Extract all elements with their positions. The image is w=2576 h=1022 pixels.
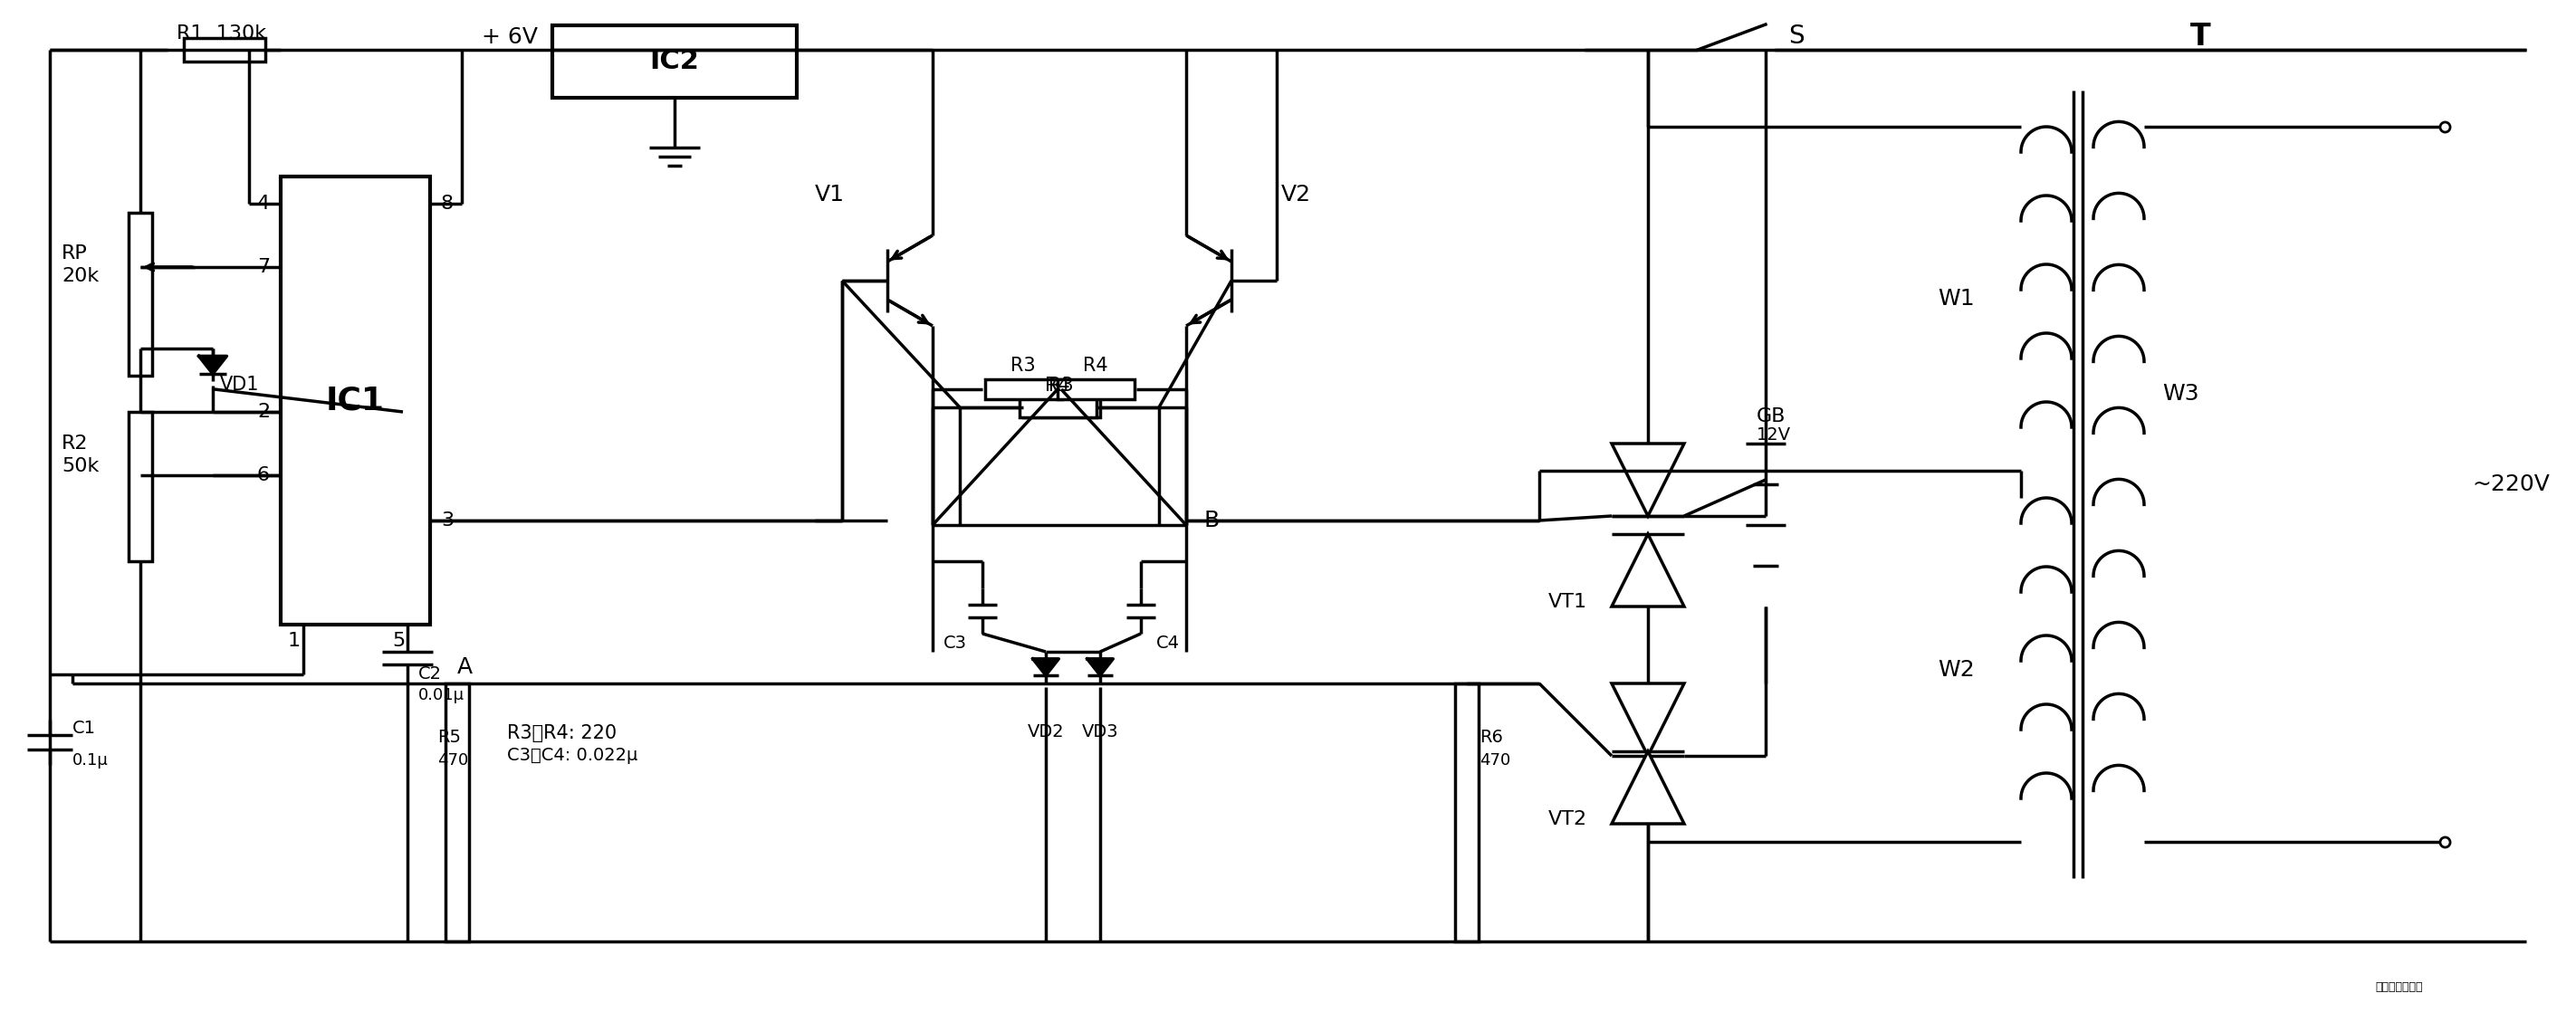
Text: R4: R4 [1046, 376, 1069, 394]
Bar [129, 213, 152, 376]
Text: R5: R5 [438, 729, 461, 746]
Text: 5: 5 [392, 632, 404, 650]
Bar [281, 177, 430, 624]
Text: R4: R4 [1082, 357, 1108, 375]
Text: 6: 6 [258, 466, 270, 484]
Bar [984, 379, 1061, 400]
Text: R3、R4: 220: R3、R4: 220 [507, 725, 616, 742]
Text: C2: C2 [417, 665, 443, 683]
Text: R2: R2 [62, 434, 88, 453]
Text: 20k: 20k [62, 267, 98, 285]
Text: 7: 7 [258, 258, 270, 276]
Polygon shape [1613, 535, 1685, 606]
Text: C1: C1 [72, 721, 95, 737]
Text: 0.01μ: 0.01μ [417, 687, 464, 703]
Text: IC1: IC1 [327, 385, 384, 416]
Polygon shape [1613, 444, 1685, 516]
Polygon shape [1613, 684, 1685, 756]
Bar [1455, 684, 1479, 941]
Text: 维库电子市场网: 维库电子市场网 [2375, 981, 2424, 992]
Text: C4: C4 [1157, 634, 1180, 651]
Text: V1: V1 [814, 184, 845, 205]
Text: W3: W3 [2161, 383, 2200, 405]
Text: 470: 470 [1479, 752, 1510, 769]
Polygon shape [1087, 659, 1113, 676]
Text: 2: 2 [258, 403, 270, 421]
Bar [129, 412, 152, 561]
Text: ~220V: ~220V [2473, 473, 2550, 495]
Text: 1: 1 [289, 632, 301, 650]
Text: S: S [1788, 24, 1803, 49]
Bar [1056, 379, 1133, 400]
Text: R1  130k: R1 130k [178, 25, 265, 43]
Bar [551, 26, 796, 98]
Text: R6: R6 [1479, 729, 1502, 746]
Text: 470: 470 [438, 752, 469, 769]
Text: + 6V: + 6V [482, 27, 538, 48]
Polygon shape [1613, 751, 1685, 824]
Bar [1023, 398, 1100, 417]
Text: T: T [2190, 21, 2210, 51]
Text: C3: C3 [943, 634, 966, 651]
Text: 12V: 12V [1757, 426, 1790, 444]
Text: GB: GB [1757, 408, 1785, 425]
Text: VD2: VD2 [1028, 723, 1064, 740]
Text: R3: R3 [1048, 376, 1074, 394]
Bar [446, 684, 469, 941]
Text: IC2: IC2 [649, 48, 701, 75]
Polygon shape [198, 356, 227, 374]
Text: B: B [1203, 510, 1221, 531]
Text: 4: 4 [258, 194, 270, 213]
Text: R3: R3 [1010, 357, 1036, 375]
Text: A: A [459, 656, 474, 678]
Text: RP: RP [62, 244, 88, 263]
Text: 3: 3 [440, 511, 453, 529]
Text: VT2: VT2 [1548, 810, 1587, 828]
Text: W2: W2 [1937, 659, 1976, 681]
Text: VT1: VT1 [1548, 593, 1587, 611]
Text: 50k: 50k [62, 457, 98, 475]
Text: VD3: VD3 [1082, 723, 1118, 740]
Bar [1020, 398, 1095, 417]
Text: 8: 8 [440, 194, 453, 213]
Text: V2: V2 [1280, 184, 1311, 205]
Bar [183, 38, 265, 61]
Text: VD1: VD1 [219, 376, 260, 393]
Text: W1: W1 [1937, 288, 1973, 310]
Text: 0.1μ: 0.1μ [72, 752, 108, 769]
Polygon shape [1033, 659, 1059, 676]
Text: C3、C4: 0.022μ: C3、C4: 0.022μ [507, 747, 639, 764]
